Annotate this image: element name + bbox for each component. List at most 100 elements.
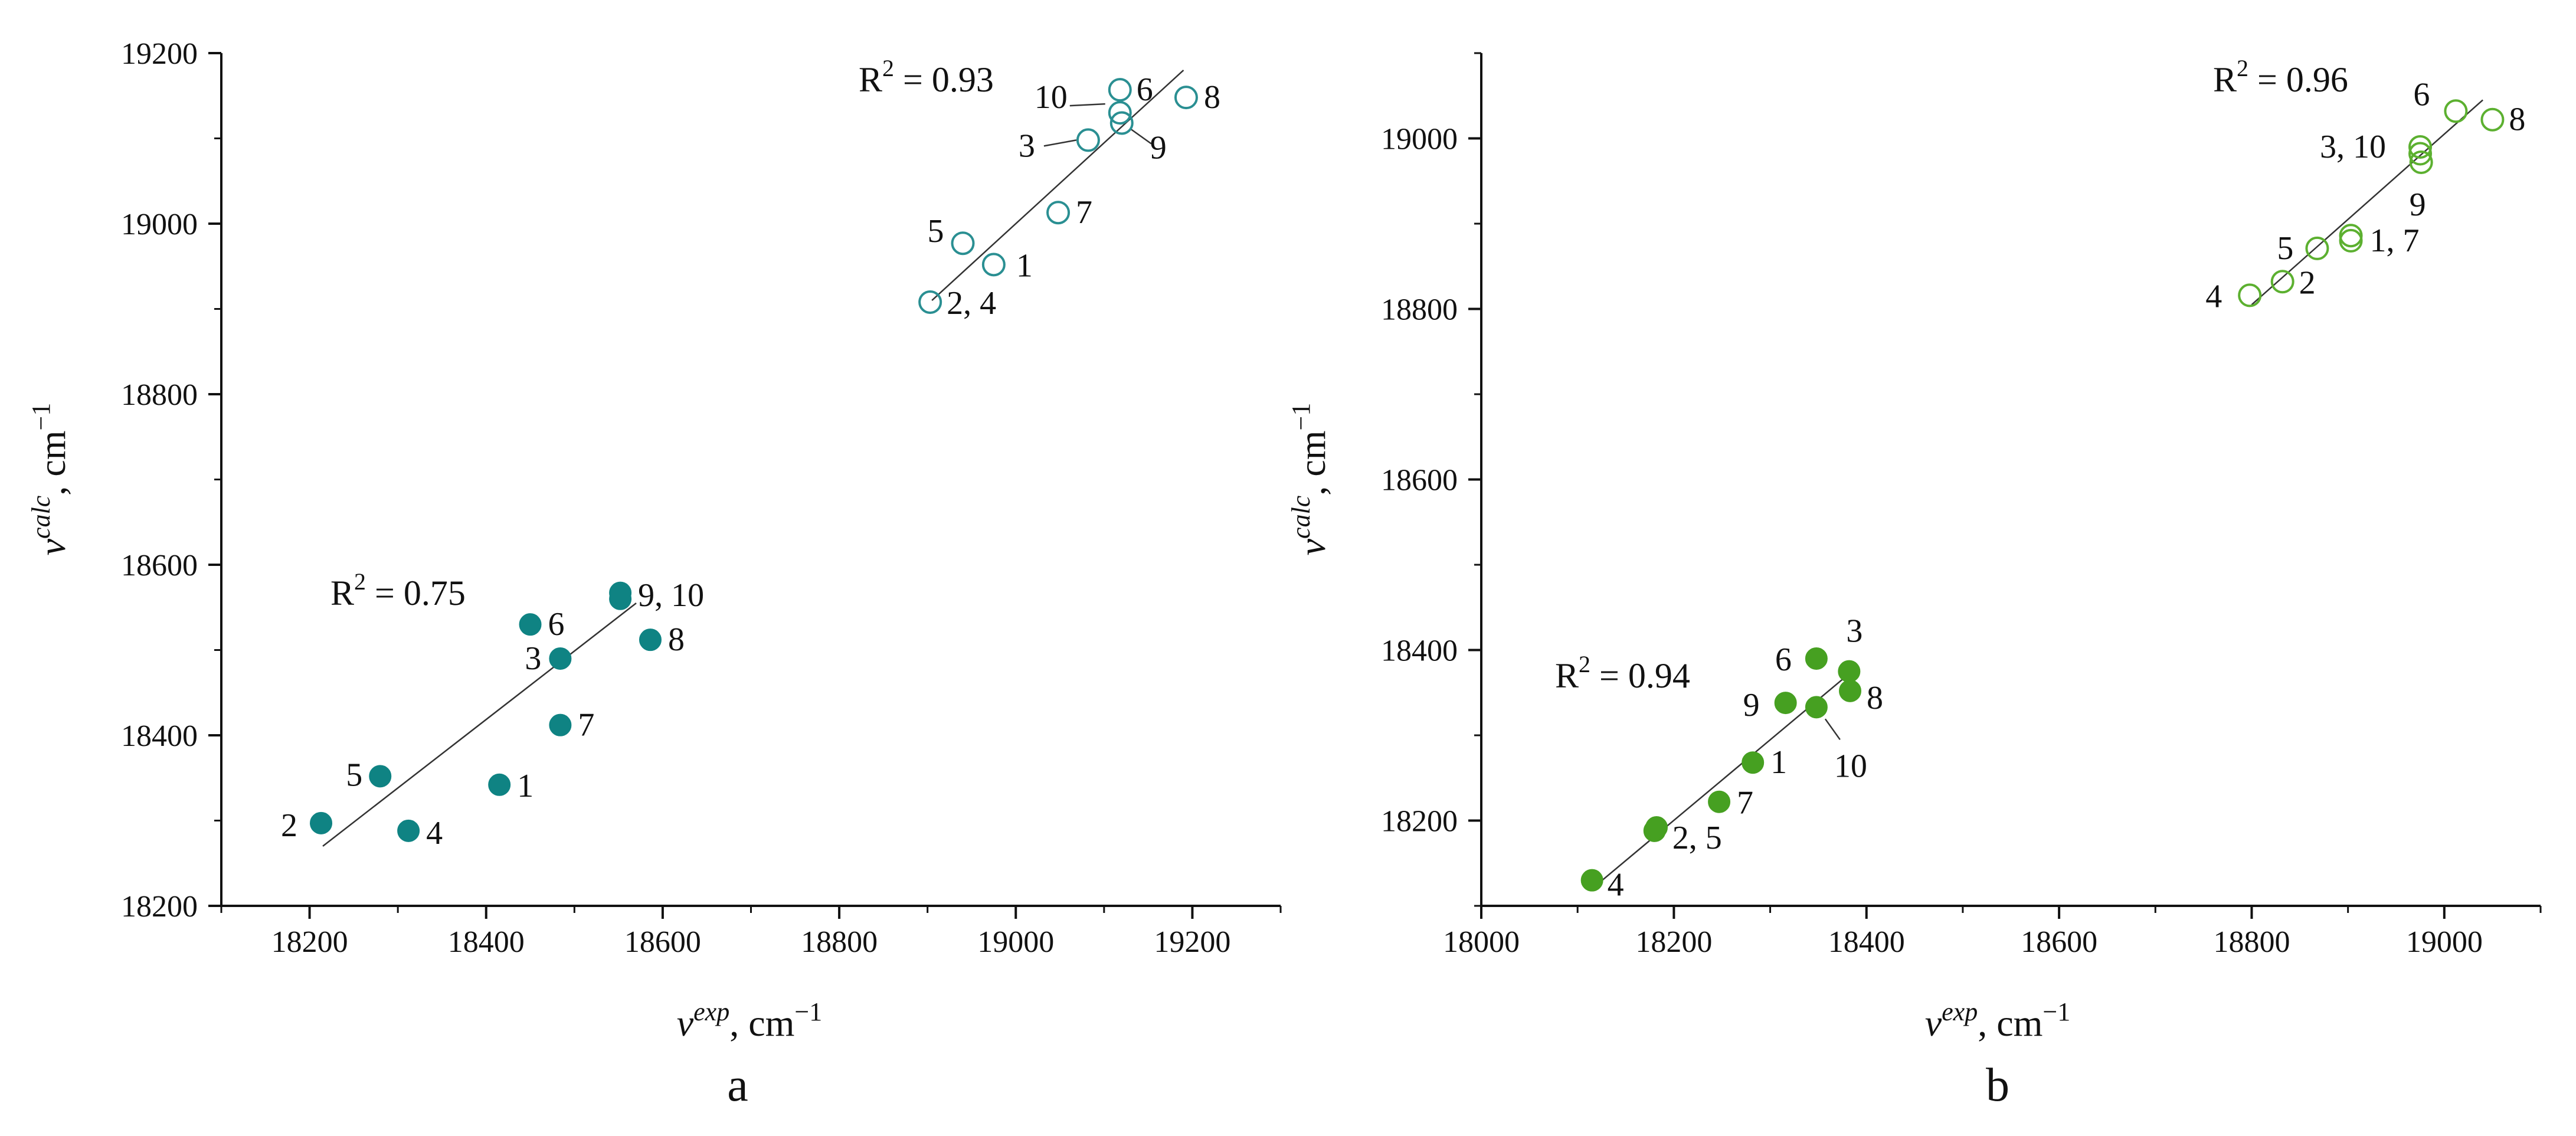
panel-b-filled-point-label: 9 <box>1743 687 1760 723</box>
panel-a-open-point-label: 6 <box>1137 71 1153 108</box>
panel-b-y-tick-label: 18400 <box>1381 634 1458 668</box>
panel-a-filled-point <box>488 773 511 796</box>
panel-a-open-point-label: 1 <box>1016 247 1033 284</box>
panel-b-y-tick-label: 18800 <box>1381 293 1458 327</box>
panel-a-open-point-label: 3 <box>1019 127 1035 164</box>
panel-b-open-point <box>2408 142 2433 166</box>
panel-a-open-point <box>1108 101 1132 125</box>
panel-a-filled-point <box>609 581 632 604</box>
panel-b-filled-point <box>1774 692 1797 715</box>
panel-b-x-tick-label: 18600 <box>2021 925 2097 959</box>
panel-a-open-fit-line <box>931 69 1184 301</box>
panel-b-filled-leader-line <box>1824 718 1841 741</box>
panel-b-x-tick-label: 19000 <box>2406 925 2483 959</box>
panel-a-y-axis-title: νcalc, cm−1 <box>27 403 73 556</box>
panel-a-letter: a <box>727 1059 748 1111</box>
panel-a-filled-point <box>369 765 392 788</box>
panel-a-y-tick-label: 18400 <box>121 719 198 753</box>
panel-b-open-point <box>2238 283 2262 307</box>
panel-a-open-point-label: 8 <box>1204 79 1220 116</box>
panel-a-x-tick-label: 19200 <box>1154 925 1230 959</box>
panel-b-x-axis-title: νexp, cm−1 <box>1925 997 2070 1044</box>
panel-a-open-point <box>1174 86 1198 110</box>
panel-a-open-leader-line <box>1130 128 1152 145</box>
panel-b-filled-point <box>1580 869 1603 892</box>
panel-a-open-leader-line <box>1043 139 1077 147</box>
panel-a-open-point <box>1076 128 1100 152</box>
panel-a-filled-point-label: 7 <box>578 707 594 744</box>
panel-a-open-point <box>951 231 975 256</box>
panel-b-x-tick-label: 18000 <box>1443 925 1520 959</box>
panel-b-filled-point-label: 1 <box>1770 744 1787 781</box>
panel-b-open-r2-label: R2 = 0.96 <box>2213 55 2348 99</box>
panel-a-filled-point <box>519 613 542 636</box>
panel-a-y-tick-label: 18200 <box>121 890 198 924</box>
panel-a-filled-point <box>639 628 662 652</box>
panel-a-x-tick-label: 19000 <box>977 925 1054 959</box>
panel-a-open-leader-line <box>1069 103 1105 107</box>
panel-b-y-axis-title: νcalc, cm−1 <box>1287 403 1333 556</box>
panel-a-filled-r2-label: R2 = 0.75 <box>330 568 466 613</box>
panel-b-filled-point-label: 8 <box>1867 680 1883 716</box>
panel-b-filled-point-label: 3 <box>1846 613 1863 650</box>
panel-a-x-tick-label: 18200 <box>271 925 348 959</box>
panel-a-filled-point <box>310 811 333 834</box>
panel-b-filled-point-label: 10 <box>1834 748 1867 784</box>
panel-b-filled-point <box>1838 660 1861 683</box>
panel-b-open-point-label: 1, 7 <box>2370 222 2420 259</box>
panel-b-filled-point <box>1708 790 1731 813</box>
panel-b-filled-point-label: 6 <box>1775 641 1792 678</box>
panel-b-open-point-label: 2 <box>2299 264 2316 301</box>
panel-a-open-point <box>981 253 1006 277</box>
panel-a-x-tick-label: 18400 <box>448 925 525 959</box>
panel-a-filled-fit-line <box>322 603 637 847</box>
panel-a-y-tick-label: 19000 <box>121 208 198 241</box>
panel-b-x-tick-label: 18800 <box>2213 925 2290 959</box>
panel-b-open-point <box>2409 150 2433 174</box>
panel-b-y-tick-label: 19000 <box>1381 123 1458 156</box>
panel-a-open-point <box>1109 111 1134 135</box>
panel-a-filled-point-label: 5 <box>346 757 362 793</box>
panel-a-filled-point-label: 8 <box>668 621 685 658</box>
panel-b-filled-point <box>1742 751 1765 774</box>
panel-b-y-tick-label: 18600 <box>1381 464 1458 497</box>
panel-b-open-point <box>2339 224 2363 248</box>
panel-a-y-tick-label: 19200 <box>121 37 198 71</box>
panel-b-open-point <box>2408 135 2433 159</box>
panel-a-y-tick-label: 18800 <box>121 378 198 412</box>
panel-a-x-axis-title: νexp, cm−1 <box>677 997 822 1044</box>
panel-b-filled-point-label: 2, 5 <box>1672 820 1722 856</box>
panel-a-filled-point-label: 9, 10 <box>638 577 704 614</box>
panel-b-x-tick-label: 18400 <box>1828 925 1905 959</box>
panel-b-open-point-label: 6 <box>2413 76 2430 113</box>
panel-b-filled-point <box>1805 696 1828 719</box>
panel-a-filled-point-label: 1 <box>517 768 533 804</box>
panel-b-open-point-label: 8 <box>2509 102 2525 138</box>
panel-b-filled-r2-label: R2 = 0.94 <box>1555 651 1690 695</box>
panel-b-x-tick-label: 18200 <box>1635 925 1712 959</box>
panel-a-open-point <box>1046 201 1071 225</box>
panel-b-open-point-label: 4 <box>2205 278 2222 315</box>
panel-a-open-point-label: 5 <box>928 213 944 250</box>
panel-a-open-point-label: 7 <box>1076 194 1092 231</box>
panel-b-y-tick-label: 18200 <box>1381 805 1458 839</box>
panel-a-open-point-label: 9 <box>1150 129 1167 166</box>
panel-b: 18000 18200 18400 18600 18800 19000 18200 18400… <box>1287 52 2542 1111</box>
panel-a-filled-point-label: 2 <box>281 807 297 844</box>
panel-a-filled-point <box>549 713 572 736</box>
panel-a-open-point-label: 10 <box>1035 79 1068 116</box>
panel-b-open-point-label: 3, 10 <box>2320 129 2386 165</box>
panel-a-open-r2-label: R2 = 0.93 <box>859 55 994 99</box>
panel-a-filled-point <box>549 647 572 670</box>
panel-a-open-point <box>1108 78 1132 102</box>
panel-b-open-point <box>2270 270 2294 294</box>
panel-b-filled-point <box>1645 816 1668 839</box>
panel-b-open-fit-line <box>2251 99 2483 306</box>
panel-b-filled-point <box>1805 647 1828 670</box>
panel-a-filled-point <box>397 819 420 842</box>
panel-b-open-point-label: 9 <box>2410 186 2426 223</box>
panel-b-open-point <box>2444 99 2468 123</box>
panel-b-open-point <box>2480 107 2505 132</box>
panel-b-letter: b <box>1986 1059 2009 1111</box>
panel-b-filled-point-label: 4 <box>1608 867 1624 903</box>
